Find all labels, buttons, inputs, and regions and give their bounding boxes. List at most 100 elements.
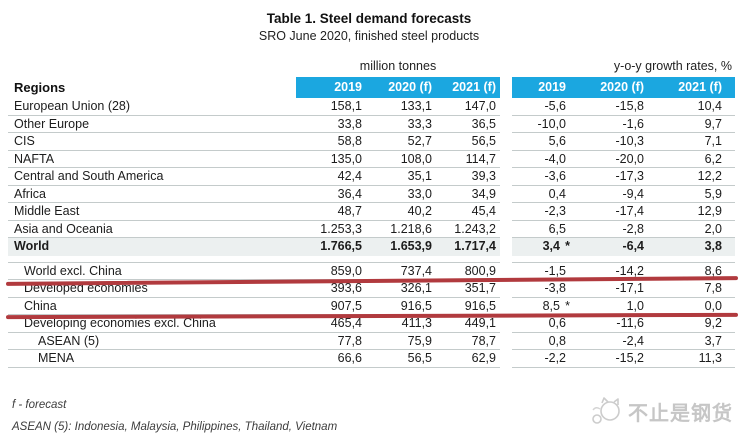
table-row-cis: CIS 58,8 52,7 56,5 5,6 -10,3 7,1 — [8, 133, 735, 151]
table-header-row: Regions 2019 2020 (f) 2021 (f) 2019 2020… — [8, 77, 735, 98]
growth-value-col2: 9,2 — [650, 315, 735, 333]
tonnes-value-col2: 351,7 — [436, 280, 500, 298]
growth-value-col2: 6,2 — [650, 151, 735, 168]
growth-value-col1: -17,4 — [572, 203, 650, 221]
table-body: European Union (28) 158,1 133,1 147,0 -5,6 -1… — [5, 98, 738, 368]
growth-value-col1: -11,6 — [572, 315, 650, 333]
growth-value-col2: 9,7 — [650, 116, 735, 133]
asterisk-marker: * — [565, 239, 570, 253]
table-title: Table 1. Steel demand forecasts — [266, 11, 472, 26]
column-group-gap — [500, 298, 512, 316]
tonnes-value-col1: 411,3 — [366, 315, 436, 333]
growth-value-col1: -17,3 — [572, 168, 650, 186]
header-tonnes-2021f: 2021 (f) — [436, 77, 500, 98]
header-tonnes-2020f: 2020 (f) — [366, 77, 436, 98]
header-growth-2019: 2019 — [512, 77, 572, 98]
tonnes-value-col2: 1.243,2 — [436, 221, 500, 238]
tonnes-value-col0: 1.766,5 — [296, 238, 366, 256]
growth-value-col2: 3,8 — [650, 238, 735, 256]
table-row-european-union-28: European Union (28) 158,1 133,1 147,0 -5,6 -1… — [8, 98, 735, 116]
tonnes-value-col0: 77,8 — [296, 333, 366, 350]
header-tonnes-2019: 2019 — [296, 77, 366, 98]
growth-value-col2: 7,8 — [650, 280, 735, 298]
tonnes-value-col0: 135,0 — [296, 151, 366, 168]
table-subtitle: SRO June 2020, finished steel products — [258, 29, 480, 43]
tonnes-value-col0: 158,1 — [296, 98, 366, 116]
tonnes-value-col1: 75,9 — [366, 333, 436, 350]
tonnes-value-col1: 56,5 — [366, 350, 436, 368]
column-group-gap — [500, 221, 512, 239]
tonnes-value-col0: 907,5 — [296, 298, 366, 315]
column-group-labels: million tonnes y-o-y growth rates, % — [8, 55, 735, 77]
table-row-asean-5: ASEAN (5) 77,8 75,9 78,7 0,8 -2,4 3,7 — [8, 333, 735, 350]
column-group-gap — [500, 116, 512, 134]
tonnes-value-col2: 62,9 — [436, 350, 500, 368]
region-label: World excl. China — [8, 263, 296, 280]
column-group-gap — [500, 133, 512, 151]
regions-column-header: Regions — [14, 80, 66, 95]
column-group-gap — [500, 203, 512, 221]
table-row-central-and-south-america: Central and South America 42,4 35,1 39,3 -3,… — [8, 168, 735, 186]
cat-logo-icon — [590, 396, 622, 431]
region-label: NAFTA — [8, 151, 296, 168]
tonnes-value-col1: 1.653,9 — [366, 238, 436, 256]
region-label: ASEAN (5) — [8, 333, 296, 350]
growth-value-col1: -2,8 — [572, 221, 650, 238]
column-group-gap — [500, 98, 512, 116]
column-group-gap — [500, 280, 512, 298]
tonnes-value-col2: 45,4 — [436, 203, 500, 221]
growth-value-col0: 8,5 * — [512, 298, 572, 315]
table-row-mena: MENA 66,6 56,5 62,9 -2,2 -15,2 11,3 — [8, 350, 735, 368]
tonnes-value-col0: 36,4 — [296, 186, 366, 203]
growth-value-col1: -2,4 — [572, 333, 650, 350]
tonnes-value-col1: 326,1 — [366, 280, 436, 298]
tonnes-value-col1: 35,1 — [366, 168, 436, 186]
growth-value-col0: 6,5 — [512, 221, 572, 238]
tonnes-value-col1: 40,2 — [366, 203, 436, 221]
watermark: 不止是钢货 — [590, 396, 733, 431]
growth-value-col1: -10,3 — [572, 133, 650, 151]
tonnes-value-col0: 58,8 — [296, 133, 366, 151]
region-label: China — [8, 298, 296, 315]
growth-value-col2: 12,2 — [650, 168, 735, 186]
tonnes-value-col2: 916,5 — [436, 298, 500, 315]
growth-value-col1: -15,2 — [572, 350, 650, 368]
region-label: World — [8, 238, 296, 256]
table-row-world: World 1.766,5 1.653,9 1.717,4 3,4 * -6,4 3,8 — [8, 238, 735, 256]
region-label: European Union (28) — [8, 98, 296, 116]
tonnes-value-col2: 36,5 — [436, 116, 500, 133]
tonnes-value-col0: 48,7 — [296, 203, 366, 221]
asterisk-marker: * — [565, 298, 570, 313]
region-label: Central and South America — [8, 168, 296, 186]
growth-value-col1: -20,0 — [572, 151, 650, 168]
tonnes-value-col1: 737,4 — [366, 263, 436, 280]
tonnes-value-col0: 42,4 — [296, 168, 366, 186]
growth-value-col2: 2,0 — [650, 221, 735, 238]
growth-value-col0: 0,4 — [512, 186, 572, 203]
region-label: CIS — [8, 133, 296, 151]
growth-value-col0: -3,8 — [512, 280, 572, 298]
group-label-million-tonnes: million tonnes — [359, 59, 437, 73]
steel-demand-table: million tonnes y-o-y growth rates, % Reg… — [5, 55, 738, 368]
tonnes-value-col1: 133,1 — [366, 98, 436, 116]
tonnes-value-col1: 108,0 — [366, 151, 436, 168]
tonnes-value-col0: 33,8 — [296, 116, 366, 133]
growth-value-col1: -9,4 — [572, 186, 650, 203]
region-label: Asia and Oceania — [8, 221, 296, 238]
growth-value-col0: 5,6 — [512, 133, 572, 151]
growth-value-col0: -5,6 — [512, 98, 572, 116]
footnote-asean: ASEAN (5): Indonesia, Malaysia, Philippi… — [12, 421, 338, 433]
growth-value-col1: -1,6 — [572, 116, 650, 133]
growth-value-col1: -17,1 — [572, 280, 650, 298]
growth-value-col0: -2,3 — [512, 203, 572, 221]
column-group-gap — [500, 168, 512, 186]
table-row-asia-and-oceania: Asia and Oceania 1.253,3 1.218,6 1.243,2 6,5… — [8, 221, 735, 239]
table-row-other-europe: Other Europe 33,8 33,3 36,5 -10,0 -1,6 9,7 — [8, 116, 735, 134]
growth-value-col1: -15,8 — [572, 98, 650, 116]
column-group-gap — [500, 77, 512, 98]
region-label: Africa — [8, 186, 296, 203]
tonnes-value-col2: 39,3 — [436, 168, 500, 186]
watermark-text: 不止是钢货 — [628, 402, 733, 425]
tonnes-value-col1: 33,0 — [366, 186, 436, 203]
